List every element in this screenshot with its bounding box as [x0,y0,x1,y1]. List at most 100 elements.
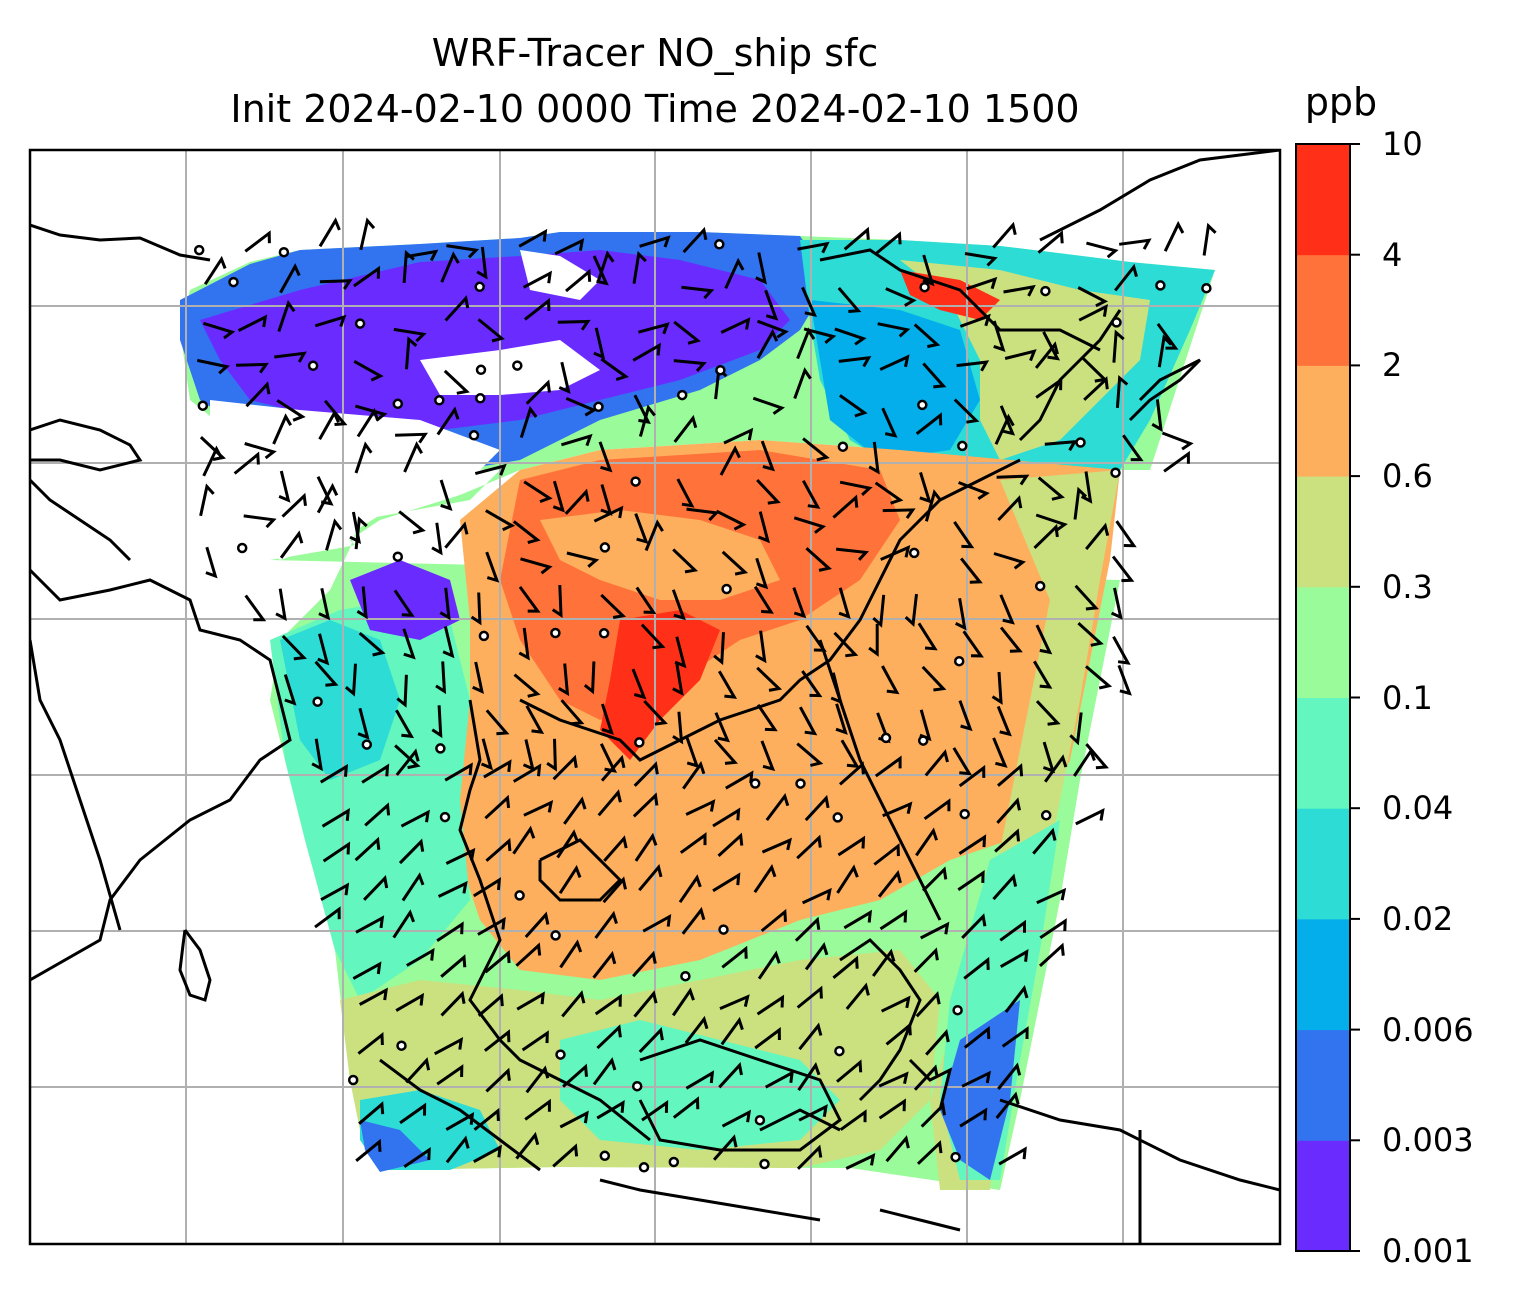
wind-barb [552,754,578,781]
wind-barb [958,481,990,500]
wind-barb [956,360,990,372]
wind-barb [632,250,647,284]
calm-wind-circle [638,1162,650,1173]
wind-barb [922,362,947,389]
coastline-japan [1128,358,1202,422]
wind-barb [235,362,269,374]
wind-barb [344,663,357,697]
wind-barb [915,827,939,857]
wind-barb [594,910,618,939]
wind-barb [843,909,872,930]
wind-barb [593,327,606,360]
calm-wind-circle [361,739,373,750]
calm-wind-circle [598,628,610,639]
calm-wind-circle [754,1114,766,1126]
wind-barb [446,244,480,259]
colorbar-tick-label: 2 [1382,346,1403,385]
wind-barb [1163,450,1190,473]
wind-barb [638,404,656,437]
wind-barb [761,837,793,854]
calm-wind-circle [1075,437,1086,448]
colorbar-unit-label: ppb [1304,80,1378,124]
wind-barb [522,270,552,289]
wind-barb [485,509,516,532]
wind-barb [1039,918,1067,940]
wind-barb [562,1063,588,1088]
wind-barb [877,869,902,898]
coastline-korea [1018,309,1122,442]
wind-barb [796,327,816,360]
coastline-borneo-2 [759,1108,841,1132]
wind-barb [483,759,512,779]
coastline-india-west [30,639,122,931]
wind-barb [839,761,865,786]
wind-barb [882,801,913,818]
colorbar-tick-label: 0.001 [1382,1232,1474,1270]
calm-wind-circle [599,1150,611,1162]
wind-barb [881,407,898,438]
wind-barb [406,947,435,967]
wind-barb [798,706,818,736]
wind-barb [960,557,983,584]
wind-barb [837,287,862,313]
wind-barb [1163,220,1185,252]
wind-barb [756,328,779,359]
wind-barb [839,394,868,418]
wind-barb [885,287,917,307]
wind-barb [682,760,706,790]
wind-barb [354,836,381,862]
calm-wind-circle [193,244,205,256]
wind-barb [961,913,987,939]
wind-barb [202,445,223,477]
wind-barb [444,521,469,549]
calm-wind-circle [795,778,806,789]
wind-barb [361,763,390,784]
wind-barb [718,670,738,699]
wind-barb [832,955,859,979]
map-frame [28,148,1282,1246]
wind-barb [673,414,698,443]
wind-barb [874,755,902,778]
calm-wind-circle [834,1045,845,1057]
wind-barb [714,712,731,743]
calm-wind-circle [759,1158,770,1170]
wind-barb [283,674,297,706]
colorbar-tick-label: 0.003 [1382,1121,1474,1160]
wind-barb [999,405,1016,436]
wind-barb [603,835,628,862]
wind-barb [356,407,380,438]
wind-barb [712,1134,738,1161]
wind-barb [875,231,902,255]
calm-wind-circle [715,364,726,376]
wind-barb [440,251,460,283]
wind-barb [445,1135,470,1164]
wind-barb [966,276,998,291]
wind-barb [403,1146,431,1169]
wind-barb [274,351,307,363]
wind-barb [723,427,754,445]
wind-barb [992,873,1018,901]
colorbar-segment [1296,476,1350,588]
calm-wind-circle [278,246,290,258]
calm-wind-circle [908,547,920,559]
map-panel [30,150,1280,1244]
wind-barb [1118,238,1152,250]
wind-barb [874,481,904,505]
wind-barb [1037,230,1064,254]
wind-barb [845,982,870,1010]
calm-wind-circle [228,276,239,288]
wind-barb [756,666,783,692]
wind-barb [440,990,466,1017]
coastline-mongolia-border [819,248,1101,352]
wind-barb [1074,584,1099,611]
wind-barb [519,405,538,439]
wind-barb [1073,747,1096,777]
wind-barb [877,322,911,338]
calm-wind-circle [439,811,451,823]
wind-barb [673,320,701,345]
wind-barb [713,632,725,666]
wind-barb [202,321,236,340]
wind-barb [440,954,467,978]
wind-barb [1033,523,1059,549]
coastline-java [599,1178,821,1222]
